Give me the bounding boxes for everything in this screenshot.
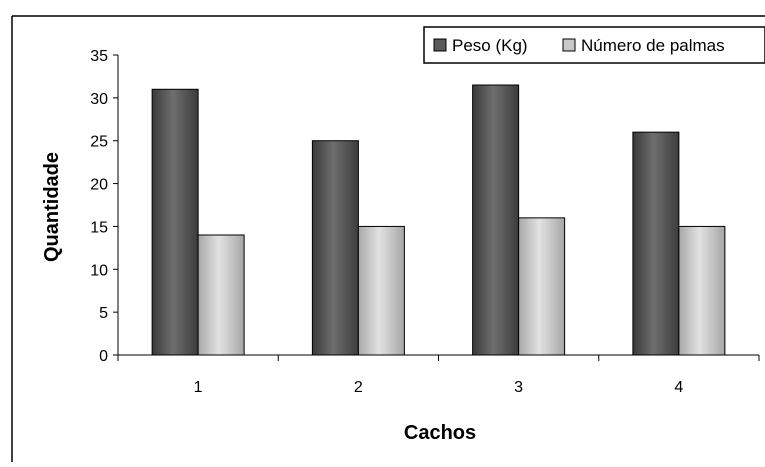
bar-palmas xyxy=(197,234,245,356)
y-axis-title: Quantidade xyxy=(41,152,63,262)
y-tick-label: 20 xyxy=(90,177,108,194)
y-tick-label: 25 xyxy=(90,134,108,151)
legend-swatch-palmas xyxy=(562,38,576,52)
y-tick-label: 15 xyxy=(90,219,108,236)
y-tick-label: 5 xyxy=(99,305,108,322)
bar-peso xyxy=(632,131,680,356)
y-tick-label: 30 xyxy=(90,91,108,108)
bar-peso xyxy=(472,84,520,356)
bar-palmas xyxy=(678,225,726,356)
y-tick-label: 35 xyxy=(90,48,108,65)
y-tick-label: 0 xyxy=(99,348,108,365)
bar-series-group xyxy=(151,84,726,356)
x-axis-title: Cachos xyxy=(404,422,476,444)
legend-box xyxy=(423,26,765,64)
x-category-label: 1 xyxy=(194,379,203,396)
y-axis-ticks: 0 5 10 15 20 25 30 35 xyxy=(90,48,118,365)
x-category-label: 2 xyxy=(354,379,363,396)
y-tick-label: 10 xyxy=(90,262,108,279)
bar-peso xyxy=(151,88,199,356)
legend-label-palmas: Número de palmas xyxy=(581,36,725,55)
x-category-label: 4 xyxy=(674,379,683,396)
bar-peso xyxy=(311,140,359,356)
bar-palmas xyxy=(518,217,566,356)
bar-palmas xyxy=(357,225,405,356)
legend-swatch-peso xyxy=(433,38,447,52)
x-category-label: 3 xyxy=(514,379,523,396)
legend-label-peso: Peso (Kg) xyxy=(452,36,528,55)
x-axis-ticks: 1 2 3 4 xyxy=(117,355,760,396)
legend: Peso (Kg) Número de palmas xyxy=(423,26,765,64)
